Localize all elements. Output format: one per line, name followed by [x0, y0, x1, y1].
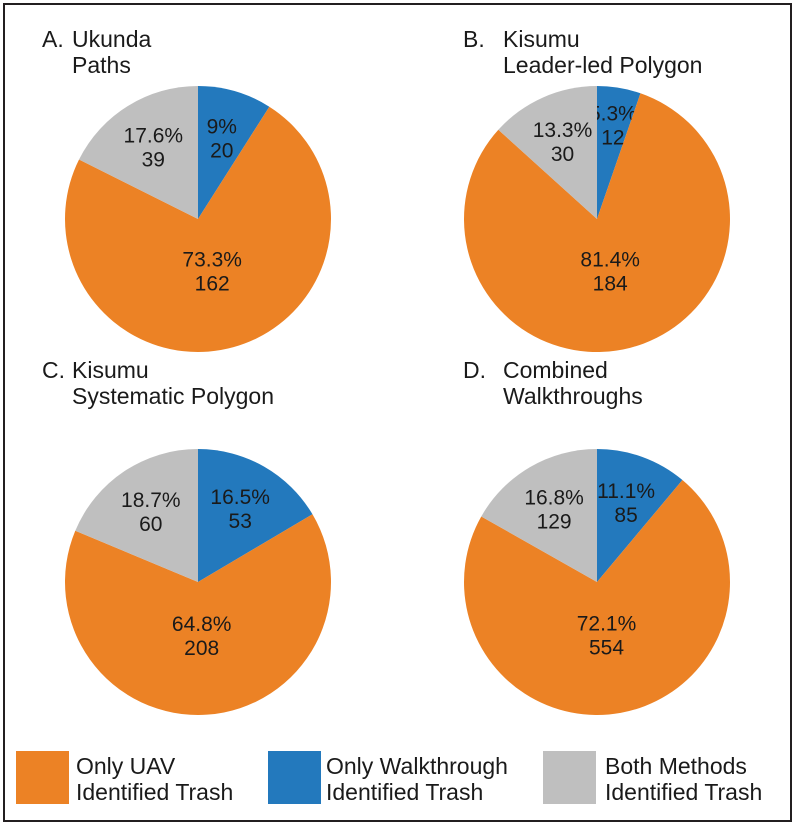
- slice-percent-label: 13.3%: [533, 119, 593, 142]
- slice-count-label: 554: [589, 636, 624, 659]
- slice-percent-label: 5.3%: [589, 103, 637, 126]
- slice-count-label: 85: [614, 504, 637, 527]
- chart-title-letter: B.: [463, 26, 485, 52]
- pie-slice-uav: [64, 514, 331, 715]
- chart-title-line: Kisumu: [503, 26, 580, 52]
- pie-slice-both: [75, 449, 198, 582]
- figure-border: [3, 3, 792, 822]
- legend-label: Only Walkthrough: [326, 753, 508, 779]
- legend-swatch-walkthrough: [268, 751, 321, 804]
- pie-slice-walkthrough: [597, 86, 641, 219]
- chart-title-line: Paths: [72, 52, 131, 78]
- pie-slice-walkthrough: [597, 449, 683, 582]
- slice-percent-label: 81.4%: [580, 249, 640, 272]
- pie-slice-uav: [464, 93, 731, 353]
- legend-label: Identified Trash: [76, 779, 233, 805]
- pie-slice-uav: [464, 480, 731, 716]
- slice-count-label: 53: [229, 510, 252, 533]
- legend-label: Both Methods: [605, 753, 747, 779]
- legend-label: Identified Trash: [605, 779, 762, 805]
- pie-slice-uav: [65, 106, 332, 352]
- chart-title-letter: D.: [463, 357, 486, 383]
- pie-slice-both: [498, 86, 597, 219]
- pie-slice-both: [79, 85, 198, 219]
- slice-percent-label: 11.1%: [597, 480, 655, 503]
- slice-count-label: 30: [551, 143, 574, 166]
- slice-percent-label: 72.1%: [577, 612, 637, 635]
- chart-title-line: Kisumu: [72, 357, 149, 383]
- chart-title-letter: A.: [42, 26, 64, 52]
- chart-title-line: Combined: [503, 357, 608, 383]
- slice-count-label: 60: [139, 513, 162, 536]
- chart-title-line: Ukunda: [72, 26, 151, 52]
- slice-count-label: 12: [601, 127, 624, 150]
- chart-title-line: Leader-led Polygon: [503, 52, 702, 78]
- chart-title-line: Systematic Polygon: [72, 383, 274, 409]
- pie-slice-both: [481, 449, 597, 582]
- slice-percent-label: 64.8%: [172, 613, 232, 636]
- legend-label: Identified Trash: [326, 779, 483, 805]
- legend-label: Only UAV: [76, 753, 176, 779]
- slice-count-label: 162: [195, 272, 230, 295]
- pie-slice-walkthrough: [198, 449, 313, 582]
- slice-count-label: 129: [537, 511, 572, 534]
- slice-percent-label: 18.7%: [121, 489, 181, 512]
- slice-percent-label: 9%: [207, 115, 237, 138]
- slice-count-label: 20: [210, 139, 233, 162]
- chart-title-line: Walkthroughs: [503, 383, 643, 409]
- slice-percent-label: 16.8%: [524, 487, 584, 510]
- slice-count-label: 208: [184, 637, 219, 660]
- pie-slice-walkthrough: [198, 86, 270, 219]
- legend-swatch-uav: [16, 751, 69, 804]
- slice-percent-label: 17.6%: [124, 125, 184, 148]
- slice-percent-label: 16.5%: [210, 486, 270, 509]
- slice-count-label: 39: [142, 149, 165, 172]
- legend-swatch-both: [543, 751, 596, 804]
- slice-count-label: 184: [593, 273, 628, 296]
- chart-title-letter: C.: [42, 357, 65, 383]
- slice-percent-label: 73.3%: [182, 248, 242, 271]
